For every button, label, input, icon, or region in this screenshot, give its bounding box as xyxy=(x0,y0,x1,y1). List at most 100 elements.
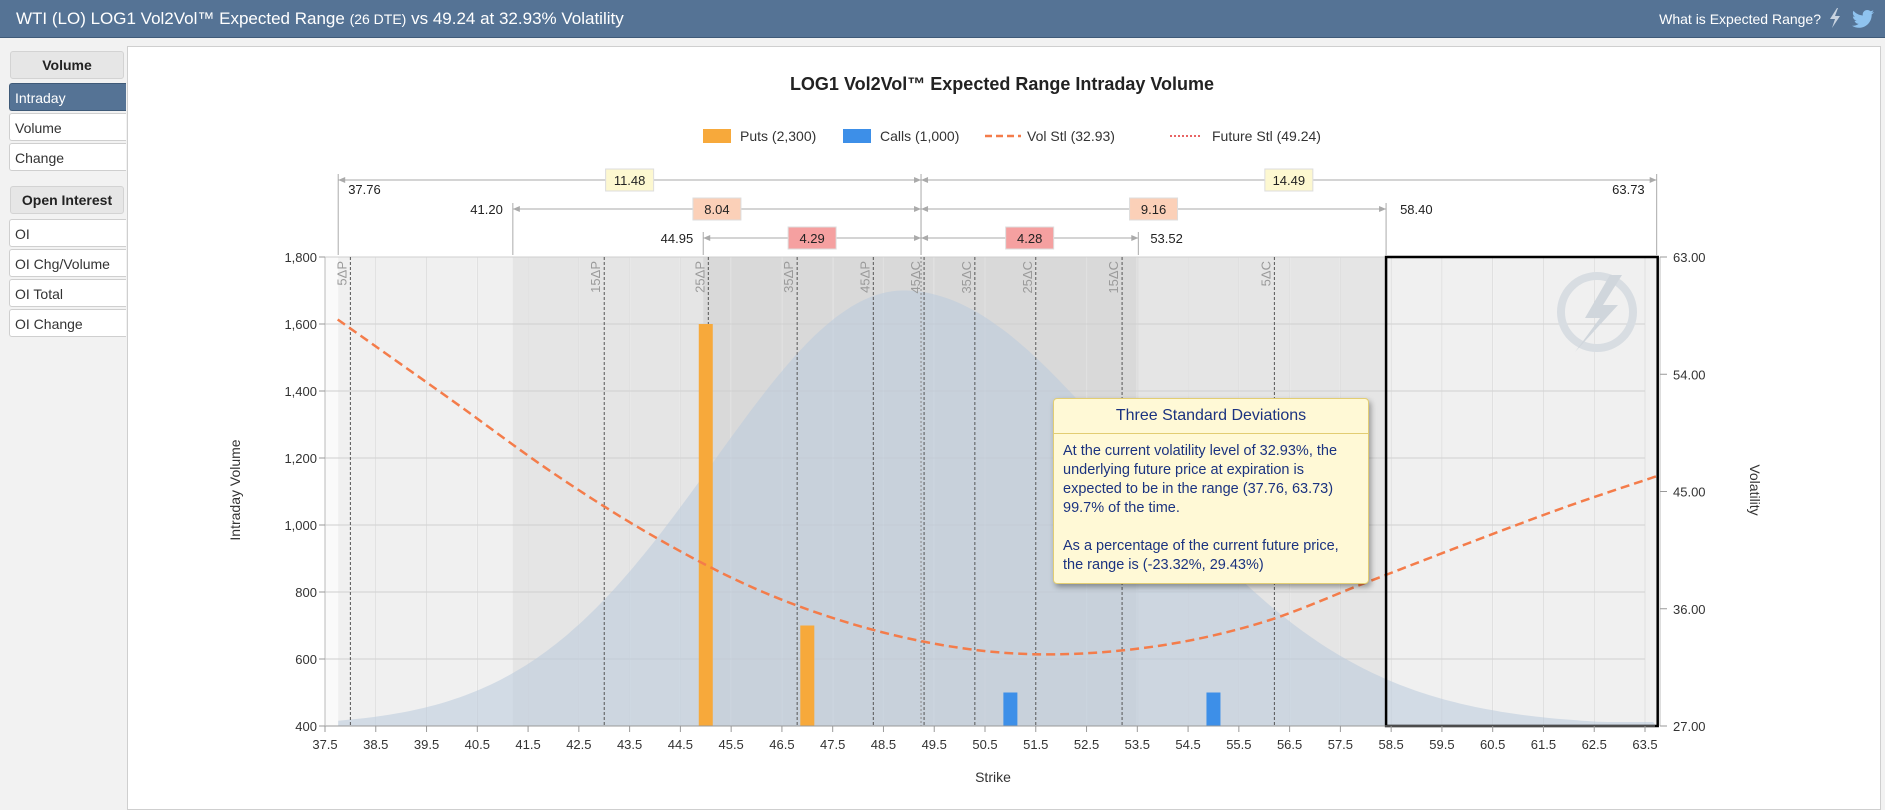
range-width-label: 11.48 xyxy=(614,173,646,188)
x-tick-label: 60.5 xyxy=(1480,737,1505,752)
range-arrow xyxy=(703,235,711,241)
range-arrow xyxy=(921,177,929,183)
watermark-logo-icon xyxy=(1557,272,1637,352)
volume-section-header: Volume xyxy=(10,51,124,79)
probability-distribution xyxy=(338,290,1657,726)
chart-title: LOG1 Vol2Vol™ Expected Range Intraday Vo… xyxy=(790,74,1214,94)
delta-label: 35ΔP xyxy=(781,261,796,293)
sidebar-item-oi-chg-volume[interactable]: OI Chg/Volume xyxy=(9,249,126,277)
legend-label: Calls (1,000) xyxy=(880,128,959,144)
x-tick-label: 59.5 xyxy=(1429,737,1454,752)
calls-bar xyxy=(1206,692,1221,726)
vol-stl-curve xyxy=(336,318,1659,656)
delta-label: 15ΔP xyxy=(588,261,603,293)
delta-label: 25ΔP xyxy=(692,261,707,293)
range-width-badge xyxy=(605,168,655,192)
y2-tick-label: 36.00 xyxy=(1673,602,1706,617)
x-tick-label: 47.5 xyxy=(820,737,845,752)
delta-label: 5ΔC xyxy=(1258,261,1273,286)
delta-label: 5ΔP xyxy=(334,261,349,286)
x-axis-title: Strike xyxy=(975,769,1011,785)
legend-swatch xyxy=(703,129,731,143)
range-width-badge xyxy=(1264,168,1314,192)
range-arrow xyxy=(1649,177,1657,183)
x-tick-label: 39.5 xyxy=(414,737,439,752)
y-tick-label: 1,600 xyxy=(284,317,317,332)
y-tick-label: 1,800 xyxy=(284,250,317,265)
range-high-label: 53.52 xyxy=(1150,231,1183,246)
tooltip-line-1: At the current volatility level of 32.93… xyxy=(1063,443,1338,516)
watermark-ring xyxy=(1557,272,1637,352)
delta-label: 15ΔC xyxy=(1106,261,1121,294)
delta-label: 25ΔC xyxy=(1020,261,1035,294)
y2-tick-label: 54.00 xyxy=(1673,367,1706,382)
x-tick-label: 49.5 xyxy=(922,737,947,752)
range-arrow xyxy=(914,235,922,241)
tooltip-three-standard-deviations: Three Standard Deviations At the current… xyxy=(1053,398,1369,584)
x-tick-label: 56.5 xyxy=(1277,737,1302,752)
open-interest-section-header: Open Interest xyxy=(10,186,124,214)
sidebar-item-volume[interactable]: Volume xyxy=(9,113,126,141)
range-width-label: 8.04 xyxy=(704,202,729,217)
range-width-label: 9.16 xyxy=(1141,202,1166,217)
lightning-icon[interactable] xyxy=(1827,7,1843,29)
range-width-badge xyxy=(1005,226,1055,250)
y-tick-label: 800 xyxy=(295,585,317,600)
puts-bar xyxy=(698,324,713,726)
watermark-bolt xyxy=(1575,275,1622,352)
x-tick-label: 45.5 xyxy=(718,737,743,752)
delta-label: 35ΔC xyxy=(959,261,974,294)
range-width-label: 4.29 xyxy=(799,231,824,246)
y-axis-title: Intraday Volume xyxy=(227,439,243,540)
delta-label: 45ΔC xyxy=(908,261,923,294)
y2-tick-label: 27.00 xyxy=(1673,719,1706,734)
x-tick-label: 57.5 xyxy=(1328,737,1353,752)
sidebar-item-oi-total[interactable]: OI Total xyxy=(9,279,126,307)
range-low-label: 37.76 xyxy=(348,182,381,197)
x-tick-label: 48.5 xyxy=(871,737,896,752)
title-main: WTI (LO) LOG1 Vol2Vol™ Expected Range xyxy=(16,9,345,28)
range-high-label: 63.73 xyxy=(1612,182,1645,197)
tooltip-title: Three Standard Deviations xyxy=(1054,399,1368,434)
sidebar-item-change[interactable]: Change xyxy=(9,143,126,171)
range-width-badge xyxy=(1129,197,1179,221)
range-arrow xyxy=(1379,206,1387,212)
legend-label: Vol Stl (32.93) xyxy=(1027,128,1115,144)
sidebar-item-oi-change[interactable]: OI Change xyxy=(9,309,126,337)
tooltip-line-2: As a percentage of the current future pr… xyxy=(1063,538,1339,573)
legend-label: Puts (2,300) xyxy=(740,128,816,144)
calls-bar xyxy=(1003,692,1018,726)
expected-range-help-link[interactable]: What is Expected Range? xyxy=(1659,11,1821,27)
x-tick-label: 55.5 xyxy=(1226,737,1251,752)
legend-swatch xyxy=(843,129,871,143)
range-low-label: 44.95 xyxy=(661,231,694,246)
x-tick-label: 43.5 xyxy=(617,737,642,752)
range-high-label: 58.40 xyxy=(1400,202,1433,217)
y-tick-label: 1,400 xyxy=(284,384,317,399)
range-arrow xyxy=(914,206,922,212)
x-tick-label: 54.5 xyxy=(1175,737,1200,752)
twitter-icon[interactable] xyxy=(1851,8,1875,30)
x-tick-label: 61.5 xyxy=(1531,737,1556,752)
y2-tick-label: 45.00 xyxy=(1673,485,1706,500)
title-bar: WTI (LO) LOG1 Vol2Vol™ Expected Range (2… xyxy=(0,0,1885,38)
y-tick-label: 1,000 xyxy=(284,518,317,533)
x-tick-label: 63.5 xyxy=(1632,737,1657,752)
range-low-label: 41.20 xyxy=(470,202,503,217)
x-tick-label: 37.5 xyxy=(312,737,337,752)
range-arrow xyxy=(914,177,922,183)
x-tick-label: 62.5 xyxy=(1582,737,1607,752)
sidebar-item-oi[interactable]: OI xyxy=(9,219,126,247)
y-tick-label: 1,200 xyxy=(284,451,317,466)
x-tick-label: 41.5 xyxy=(515,737,540,752)
x-tick-label: 51.5 xyxy=(1023,737,1048,752)
page-title: WTI (LO) LOG1 Vol2Vol™ Expected Range (2… xyxy=(16,9,624,29)
puts-bar xyxy=(800,625,815,726)
sidebar: Volume Intraday Volume Change Open Inter… xyxy=(0,38,128,808)
sidebar-item-intraday[interactable]: Intraday xyxy=(9,83,126,111)
range-arrow xyxy=(1131,235,1139,241)
range-arrow xyxy=(921,206,929,212)
legend-label: Future Stl (49.24) xyxy=(1212,128,1321,144)
range-arrow xyxy=(512,206,520,212)
range-width-badge xyxy=(692,197,742,221)
